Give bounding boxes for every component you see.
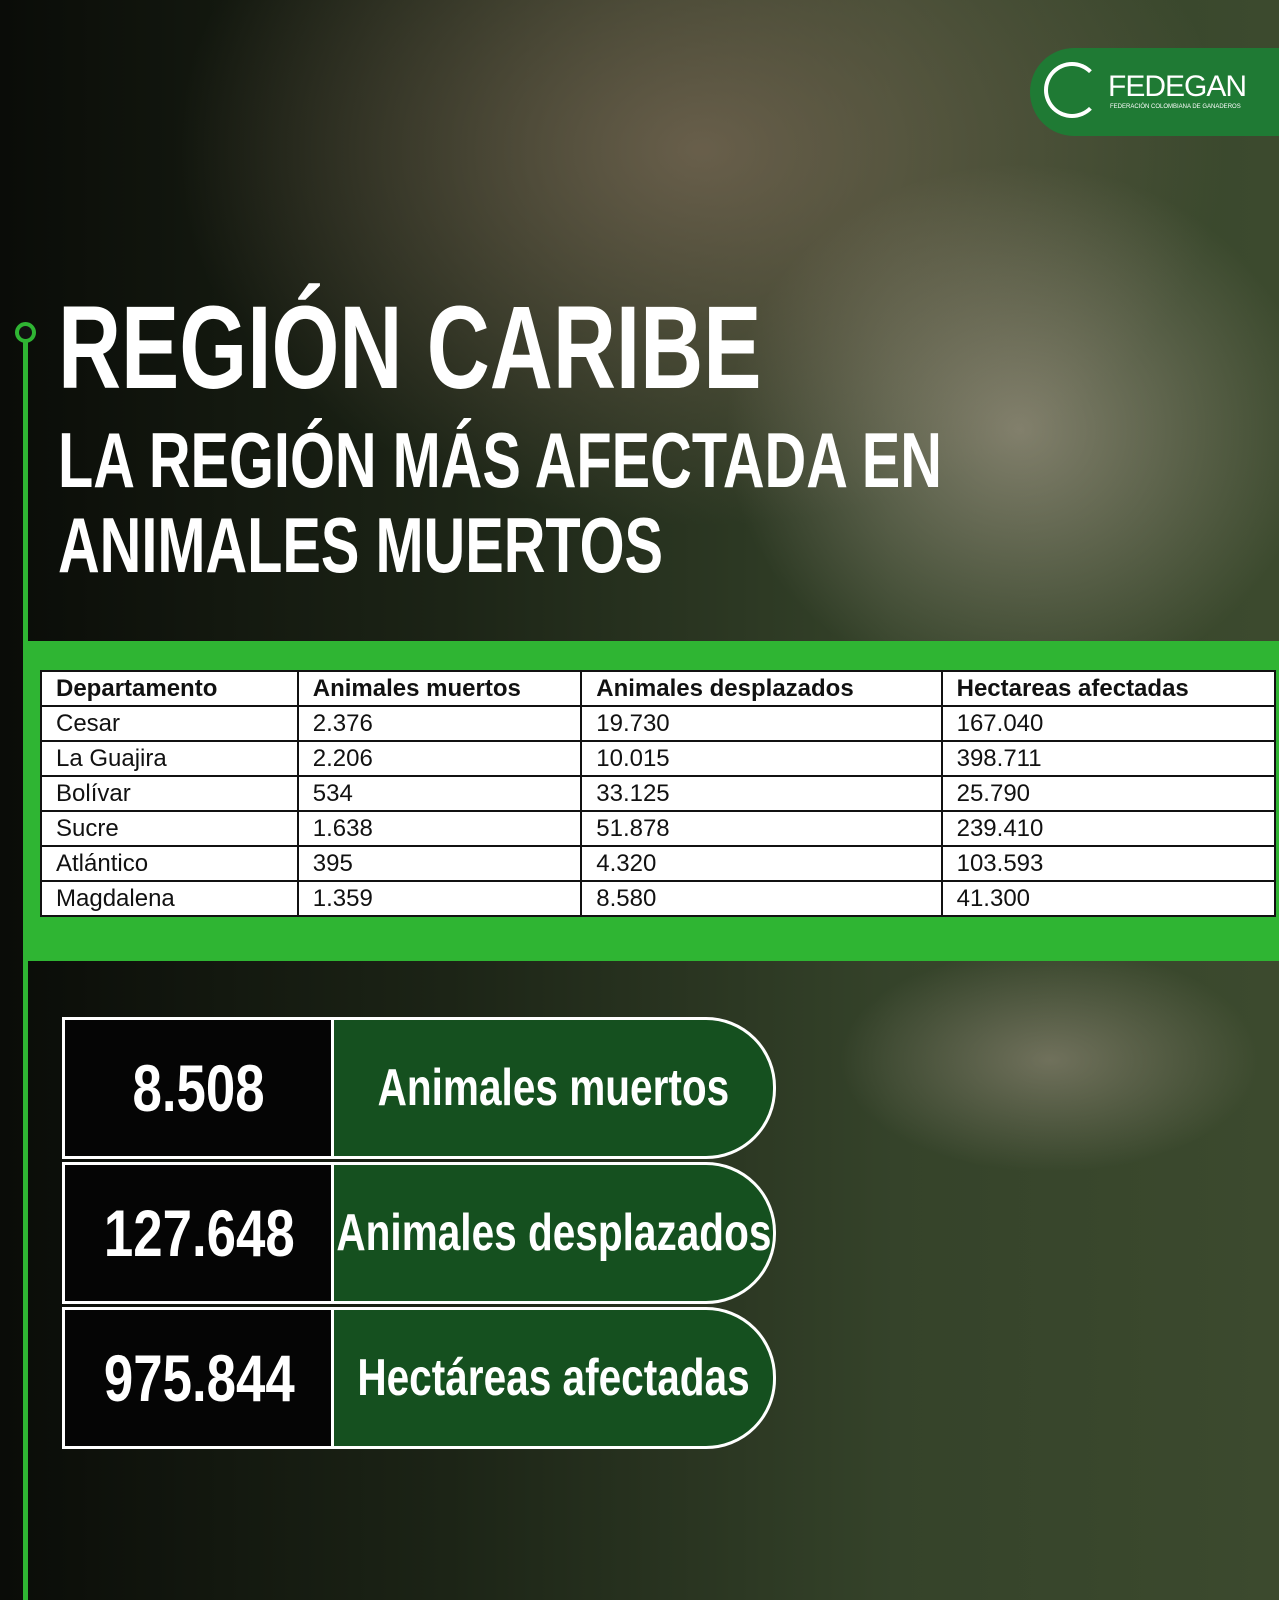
table-cell: 2.206 <box>296 740 583 777</box>
summary-label-box: Animales muertos <box>331 1017 776 1159</box>
subtitle-line: LA REGIÓN MÁS AFECTADA EN <box>58 416 942 504</box>
header-row: Departamento Animales muertos Animales des… <box>40 670 1277 707</box>
table-cell: 1.638 <box>296 810 583 847</box>
table-cell: 395 <box>296 845 583 882</box>
table-cell: 25.790 <box>940 775 1277 812</box>
table-cell: 41.300 <box>940 880 1277 917</box>
table-cell: La Guajira <box>40 740 299 777</box>
summary-label: Animales muertos <box>377 1059 730 1117</box>
table-cell: 51.878 <box>580 810 943 847</box>
table-cell: Magdalena <box>40 880 299 917</box>
table-cell: Sucre <box>40 810 299 847</box>
table-cell: 2.376 <box>296 705 583 742</box>
logo: FEDEGAN FEDERACIÓN COLOMBIANA DE GANADER… <box>1030 48 1279 136</box>
table-row: Sucre 1.638 51.878 239.410 <box>40 810 1277 847</box>
table-cell: Atlántico <box>40 845 299 882</box>
logo-name: FEDEGAN <box>1108 70 1247 103</box>
table-cell: 4.320 <box>580 845 943 882</box>
summary-value-box: 975.844 <box>62 1307 336 1449</box>
summary-label: Animales desplazados <box>335 1204 772 1262</box>
table-cell: 19.730 <box>580 705 943 742</box>
table-cell: Cesar <box>40 705 299 742</box>
title: REGIÓN CARIBE <box>58 282 762 414</box>
column-header: Departamento <box>40 670 299 707</box>
table-row: Cesar 2.376 19.730 167.040 <box>40 705 1277 742</box>
table-row: Bolívar 534 33.125 25.790 <box>40 775 1277 812</box>
summary-label-box: Hectáreas afectadas <box>331 1307 776 1449</box>
table-cell: Bolívar <box>40 775 299 812</box>
accent-line <box>23 334 28 1600</box>
summary-value-box: 127.648 <box>62 1162 336 1304</box>
subtitle-line: ANIMALES MUERTOS <box>58 501 664 589</box>
logo-mark <box>1044 62 1100 118</box>
summary-value-box: 8.508 <box>62 1017 336 1159</box>
summary-value: 8.508 <box>132 1051 266 1125</box>
column-header: Animales muertos <box>296 670 583 707</box>
table-cell: 8.580 <box>580 880 943 917</box>
table-cell: 239.410 <box>940 810 1277 847</box>
summary-value: 975.844 <box>103 1341 295 1415</box>
logo-tagline: FEDERACIÓN COLOMBIANA DE GANADEROS <box>1110 104 1241 110</box>
table-cell: 33.125 <box>580 775 943 812</box>
summary-label-box: Animales desplazados <box>331 1162 776 1304</box>
data-table: Departamento Animales muertos Animales des… <box>40 670 1277 917</box>
table-cell: 398.711 <box>940 740 1277 777</box>
table-row: Atlántico 395 4.320 103.593 <box>40 845 1277 882</box>
summary-label: Hectáreas afectadas <box>357 1349 750 1407</box>
table-row: Magdalena 1.359 8.580 41.300 <box>40 880 1277 917</box>
table-cell: 167.040 <box>940 705 1277 742</box>
table-row: La Guajira 2.206 10.015 398.711 <box>40 740 1277 777</box>
table-cell: 10.015 <box>580 740 943 777</box>
column-header: Hectareas afectadas <box>940 670 1277 707</box>
summary-value: 127.648 <box>103 1196 295 1270</box>
table-cell: 1.359 <box>296 880 583 917</box>
table-cell: 534 <box>296 775 583 812</box>
column-header: Animales desplazados <box>580 670 943 707</box>
table-cell: 103.593 <box>940 845 1277 882</box>
accent-dot <box>15 322 36 343</box>
